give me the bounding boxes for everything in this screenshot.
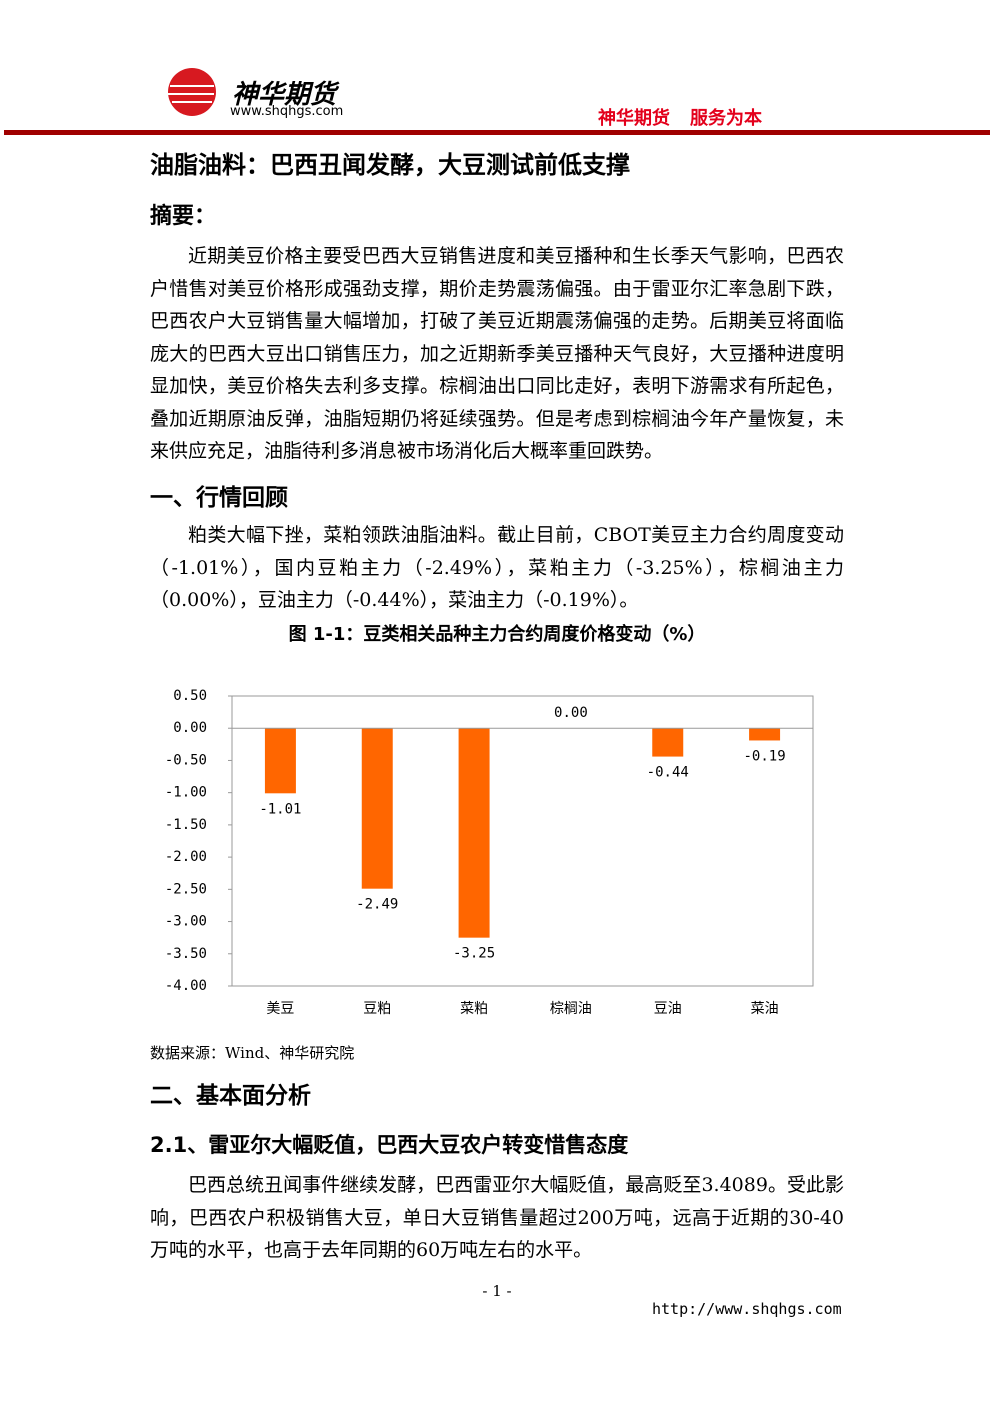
page-number: - 1 -	[482, 1282, 512, 1300]
y-tick-label: -2.00	[165, 849, 207, 865]
y-tick-label: 0.50	[173, 688, 207, 704]
y-tick-label: 0.00	[173, 720, 207, 736]
bar	[749, 728, 781, 741]
logo-text: 神华期货	[232, 80, 337, 110]
logo-url: www.shqhgs.com	[230, 104, 344, 119]
title: 油脂油料：巴西丑闻发酵，大豆测试前低支撑	[150, 151, 630, 179]
header-rule	[4, 130, 990, 135]
data-label: -3.25	[453, 946, 495, 962]
section-heading: 一、行情回顾	[150, 485, 288, 511]
bar	[361, 728, 393, 889]
bar	[652, 728, 684, 757]
abstract-text: 近期美豆价格主要受巴西大豆销售进度和美豆播种和生长季天气影响，巴西农户惜售对美豆…	[150, 245, 844, 462]
x-tick-label: 豆粕	[363, 1001, 391, 1017]
y-tick-label: -2.50	[165, 881, 207, 897]
sub-heading: 2.1、雷亚尔大幅贬值，巴西大豆农户转变惜售态度	[150, 1133, 629, 1157]
figure-caption: 图 1-1：豆类相关品种主力合约周度价格变动（%）	[288, 624, 706, 645]
x-tick-label: 菜油	[751, 1001, 779, 1017]
y-tick-label: -3.00	[165, 914, 207, 930]
source: 数据来源：Wind、神华研究院	[150, 1044, 355, 1062]
data-label: -0.44	[647, 765, 689, 781]
x-tick-label: 菜粕	[460, 1001, 488, 1017]
paragraph: 巴西总统丑闻事件继续发酵，巴西雷亚尔大幅贬值，最高贬至3.4089。受此影响，巴…	[150, 1174, 844, 1261]
y-tick-label: -0.50	[165, 752, 207, 768]
plot-area	[231, 695, 814, 987]
slogan: 神华期货 服务为本	[598, 104, 762, 130]
y-tick-label: -4.00	[165, 978, 207, 994]
chart: 0.50 0.00 -0.50 -1.00 -1.50 -2.00 -2.50 -3.00 -3…	[165, 688, 814, 1017]
data-label: 0.00	[554, 705, 588, 721]
abstract-heading: 摘要：	[150, 204, 217, 229]
y-tick-label: -1.50	[165, 817, 207, 833]
y-tick-label: -3.50	[165, 946, 207, 962]
x-tick-label: 棕榈油	[550, 1001, 592, 1017]
bar	[264, 728, 296, 794]
x-tick-label: 美豆	[266, 1001, 294, 1017]
slogan-left: 神华期货	[598, 108, 670, 129]
paragraph: 粕类大幅下挫，菜粕领跌油脂油料。截止目前，CBOT美豆主力合约周度变动（-1.0…	[150, 524, 844, 611]
section-heading: 二、基本面分析	[150, 1083, 311, 1109]
logo-mark	[168, 68, 216, 116]
y-tick-label: -1.00	[165, 785, 207, 801]
x-tick-label: 豆油	[654, 1001, 682, 1017]
bar	[458, 728, 490, 938]
data-label: -1.01	[259, 801, 301, 817]
data-label: -2.49	[356, 897, 398, 913]
slogan-right: 服务为本	[690, 108, 762, 129]
data-label: -0.19	[744, 748, 786, 764]
footer-url: http://www.shqhgs.com	[652, 1300, 842, 1318]
